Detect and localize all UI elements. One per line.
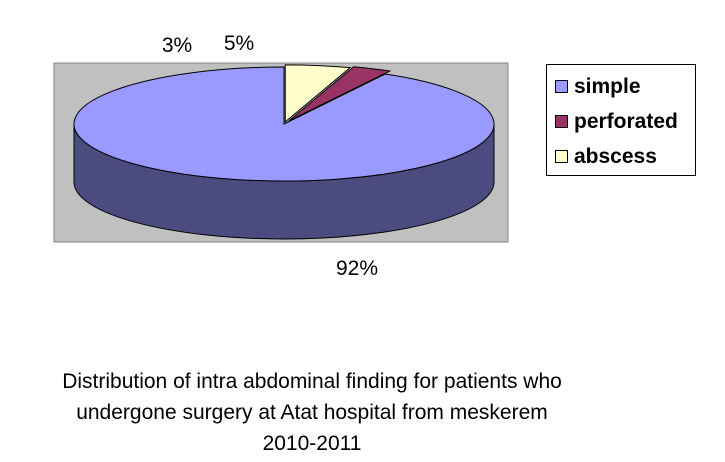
pie-group xyxy=(73,64,495,240)
chart-caption: Distribution of intra abdominal finding … xyxy=(0,366,624,459)
data-labels: 92% 3% 5% xyxy=(162,32,378,280)
legend-label-perforated: perforated xyxy=(574,109,678,133)
legend-label-simple: simple xyxy=(574,74,641,98)
caption-line-3: 2010-2011 xyxy=(262,432,362,455)
legend-item-abscess: abscess xyxy=(555,139,695,174)
legend-item-simple: simple xyxy=(555,69,695,104)
legend-label-abscess: abscess xyxy=(574,144,657,168)
caption-line-1: Distribution of intra abdominal finding … xyxy=(62,370,562,393)
legend-item-perforated: perforated xyxy=(555,104,695,139)
data-label-simple: 92% xyxy=(336,257,378,280)
legend-swatch-perforated xyxy=(555,115,568,128)
legend: simple perforated abscess xyxy=(546,64,696,176)
pie-slice-abscess xyxy=(284,64,352,123)
legend-swatch-simple xyxy=(555,80,568,93)
legend-swatch-abscess xyxy=(555,150,568,163)
pie-slice-perforated xyxy=(288,66,392,122)
caption-line-2: undergone surgery at Atat hospital from … xyxy=(76,401,548,424)
pie-slice-simple xyxy=(73,66,495,182)
data-label-abscess: 5% xyxy=(224,32,254,55)
data-label-perforated: 3% xyxy=(162,34,192,57)
